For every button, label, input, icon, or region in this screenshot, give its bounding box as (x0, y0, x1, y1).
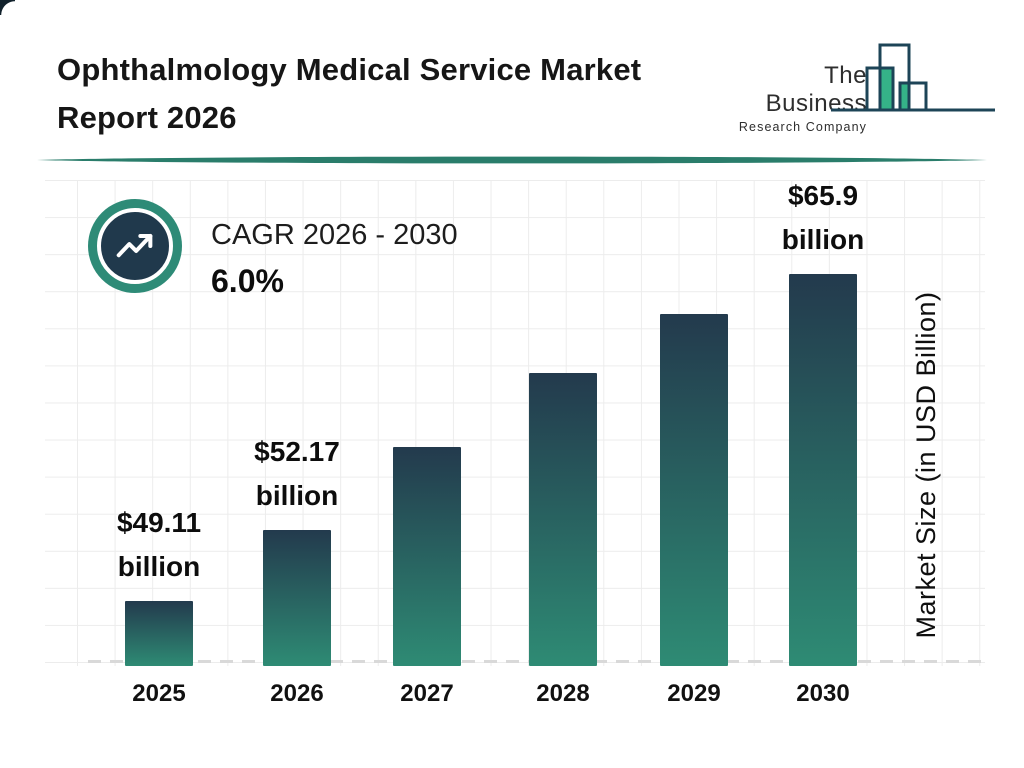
x-axis-label-2027: 2027 (400, 680, 454, 707)
logo-skyline-icon (831, 43, 995, 112)
cagr-period-label: CAGR 2026 - 2030 (211, 219, 458, 251)
x-axis-label-2025: 2025 (132, 680, 186, 707)
bar-value-label-2030: $65.9 billion (733, 174, 913, 262)
bar-value-label-2025: $49.11 billion (69, 501, 249, 589)
bar-unit: billion (117, 551, 201, 582)
logo-name: The Business (765, 62, 867, 117)
title-line-2: Report 2026 (57, 100, 237, 135)
cagr-badge (97, 208, 173, 284)
bar-2025 (125, 601, 193, 666)
bar-2026 (263, 530, 331, 666)
bar-value-label-2026: $52.17 billion (207, 430, 387, 518)
cagr-value: 6.0% (211, 263, 284, 299)
bar-2029 (660, 314, 728, 666)
page-title: Ophthalmology Medical Service Market Rep… (57, 46, 737, 142)
bar-2030 (789, 274, 857, 666)
y-axis-title: Market Size (in USD Billion) (911, 291, 941, 639)
x-axis-label-2029: 2029 (667, 680, 721, 707)
bar-2028 (529, 373, 597, 666)
bar-unit: billion (255, 480, 339, 511)
x-axis-label-2028: 2028 (536, 680, 590, 707)
x-axis-label-2030: 2030 (796, 680, 850, 707)
bar-unit: billion (781, 224, 865, 255)
bar-chart-plot: $49.11 billion 2025 $52.17 billion 2026 2027 20… (45, 180, 988, 707)
x-axis-label-2026: 2026 (270, 680, 324, 707)
bar-value: $65.9 (787, 180, 859, 211)
trending-up-icon (116, 234, 153, 258)
divider-rule (37, 156, 987, 164)
logo-wordmark: The Business Research Company (723, 62, 867, 134)
bar-value: $52.17 (254, 436, 340, 467)
logo-subname: Research Company (738, 120, 867, 134)
bar-value: $49.11 (116, 507, 202, 538)
bar-2027 (393, 447, 461, 666)
title-line-1: Ophthalmology Medical Service Market (57, 52, 642, 87)
corner-notch (0, 0, 15, 15)
